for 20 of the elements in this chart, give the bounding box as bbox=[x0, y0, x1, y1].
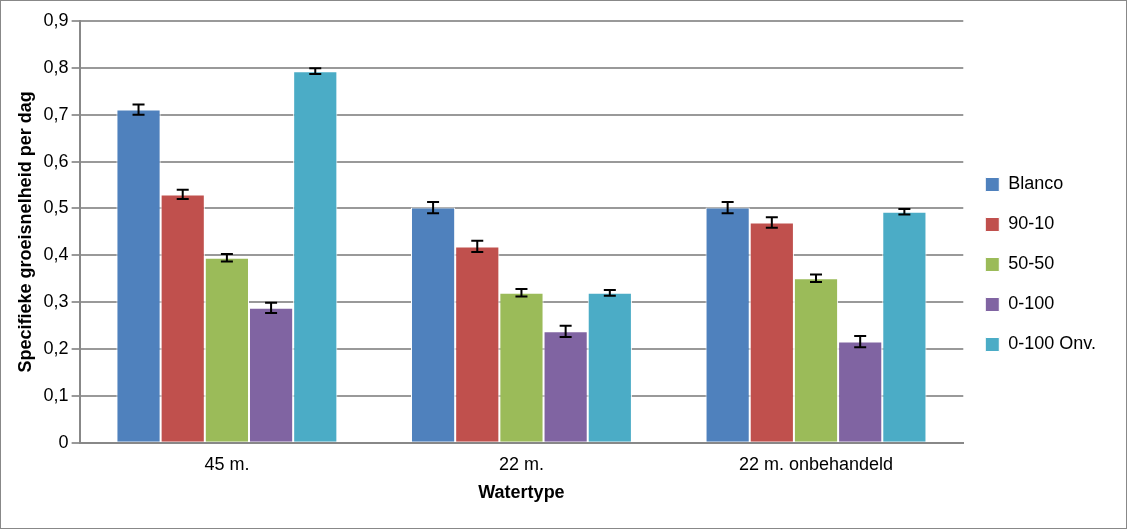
legend-label: 50-50 bbox=[1008, 253, 1055, 274]
y-tick-label: 0,8 bbox=[43, 56, 69, 77]
y-tick-label: 0 bbox=[58, 431, 69, 452]
y-tick-label: 0,2 bbox=[43, 338, 69, 359]
y-tick-label: 0,9 bbox=[43, 9, 69, 30]
legend-label: Blanco bbox=[1008, 173, 1064, 194]
y-tick-label: 0,5 bbox=[43, 197, 69, 218]
legend-label: 90-10 bbox=[1008, 213, 1055, 234]
legend-label: 0-100 bbox=[1008, 293, 1055, 314]
y-tick-label: 0,1 bbox=[43, 384, 69, 405]
x-axis-title: Watertype bbox=[478, 482, 565, 503]
x-tick-label: 22 m. onbehandeld bbox=[738, 453, 894, 474]
y-tick-label: 0,7 bbox=[43, 103, 69, 124]
y-tick-label: 0,3 bbox=[43, 291, 69, 312]
x-tick-label: 22 m. bbox=[498, 453, 544, 474]
y-tick-label: 0,6 bbox=[43, 150, 69, 171]
y-axis-title: Specifieke groeisnelheid per dag bbox=[14, 91, 35, 373]
y-tick-label: 0,4 bbox=[43, 244, 69, 265]
legend-label: 0-100 Onv. bbox=[1008, 333, 1096, 354]
x-tick-label: 45 m. bbox=[204, 453, 250, 474]
